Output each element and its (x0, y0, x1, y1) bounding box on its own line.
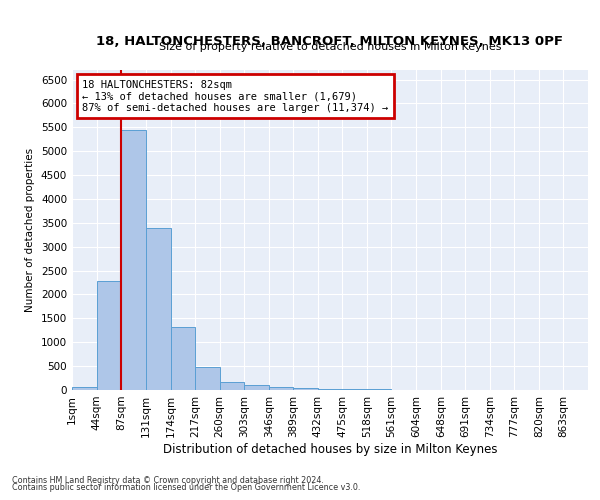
Title: 18, HALTONCHESTERS, BANCROFT, MILTON KEYNES, MK13 0PF: 18, HALTONCHESTERS, BANCROFT, MILTON KEY… (97, 35, 563, 48)
Bar (170, 328, 195, 390)
Bar (269, 386, 293, 390)
Bar (146, 228, 170, 390)
X-axis label: Distribution of detached houses by size in Milton Keynes: Distribution of detached houses by size … (163, 442, 497, 456)
Bar (342, 389, 367, 390)
Bar (121, 130, 146, 390)
Y-axis label: Number of detached properties: Number of detached properties (25, 148, 35, 312)
Bar (318, 388, 342, 390)
Text: Contains public sector information licensed under the Open Government Licence v3: Contains public sector information licen… (12, 484, 361, 492)
Bar (72, 387, 97, 390)
Bar (220, 382, 244, 390)
Text: Size of property relative to detached houses in Milton Keynes: Size of property relative to detached ho… (159, 42, 501, 52)
Bar (244, 385, 269, 390)
Text: Contains HM Land Registry data © Crown copyright and database right 2024.: Contains HM Land Registry data © Crown c… (12, 476, 324, 485)
Bar (293, 388, 318, 390)
Bar (195, 367, 220, 390)
Text: 18 HALTONCHESTERS: 82sqm
← 13% of detached houses are smaller (1,679)
87% of sem: 18 HALTONCHESTERS: 82sqm ← 13% of detach… (82, 80, 389, 113)
Bar (97, 281, 121, 390)
